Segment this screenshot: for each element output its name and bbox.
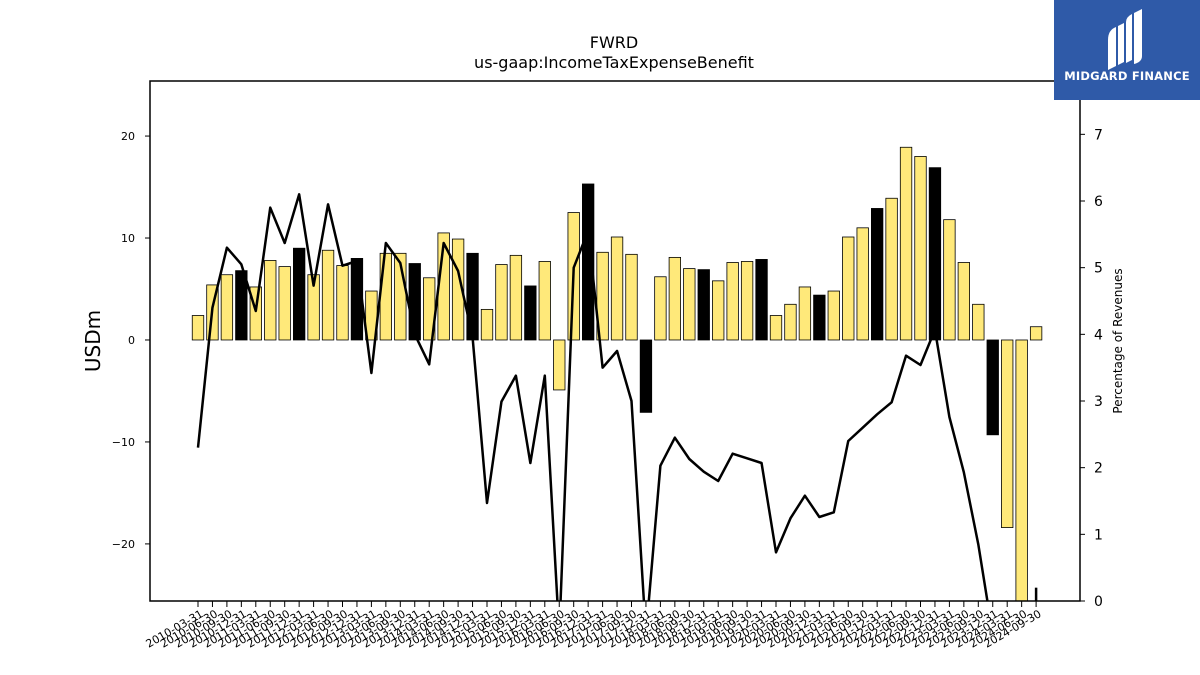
y2-axis-label: Percentage of Revenues	[1111, 268, 1125, 413]
y-tick-label: 0	[128, 334, 135, 347]
midgard-finance-logo: MIDGARD FINANCE	[1054, 0, 1200, 100]
bar	[249, 286, 262, 341]
bar	[928, 167, 942, 341]
bar	[697, 269, 710, 341]
bar	[278, 266, 291, 341]
bar	[639, 339, 653, 413]
bar	[856, 227, 869, 341]
bar	[842, 236, 855, 341]
bar	[1001, 339, 1014, 528]
line-path	[196, 193, 989, 601]
bar	[220, 274, 234, 341]
bar	[740, 261, 754, 341]
bar	[191, 315, 205, 341]
bar	[553, 339, 566, 391]
y2-tick-label: 2	[1094, 461, 1103, 477]
bar	[495, 264, 508, 341]
bar	[1015, 339, 1028, 601]
bar	[1029, 326, 1043, 341]
bar	[726, 262, 739, 341]
bar	[625, 253, 638, 341]
logo-text: MIDGARD FINANCE	[1064, 69, 1190, 83]
y-tick-label: −10	[112, 436, 135, 449]
line-series	[196, 193, 1038, 601]
y-tick-label: 20	[121, 130, 135, 143]
bar	[986, 339, 999, 436]
bar	[321, 249, 335, 341]
bar	[755, 259, 768, 341]
y2-tick-label: 0	[1094, 594, 1103, 610]
bar	[292, 247, 306, 341]
bar-series	[191, 146, 1043, 601]
bar	[451, 238, 465, 341]
bar	[307, 274, 320, 341]
bar	[943, 219, 956, 341]
bar	[827, 290, 840, 341]
y2-tick-label: 5	[1094, 261, 1103, 277]
bar	[654, 276, 667, 341]
y2-tick-label: 3	[1094, 394, 1103, 410]
bar	[972, 303, 985, 341]
bar	[235, 270, 248, 341]
bar	[480, 308, 494, 341]
bar	[914, 156, 927, 341]
bar	[509, 254, 523, 341]
plot-frame	[149, 80, 1081, 602]
bar	[683, 268, 696, 341]
bar	[610, 236, 624, 341]
y2-tick-label: 7	[1094, 127, 1103, 143]
bar	[264, 260, 277, 341]
bar	[582, 183, 595, 341]
y-tick-label: −20	[112, 538, 135, 551]
bar	[538, 261, 551, 341]
logo-mark-icon	[1108, 9, 1142, 70]
y2-tick-label: 4	[1094, 327, 1103, 343]
chart-subtitle: us-gaap:IncomeTaxExpenseBenefit	[474, 53, 754, 72]
bar	[957, 262, 970, 341]
bar	[524, 285, 537, 341]
bar	[379, 252, 393, 341]
bar	[668, 256, 681, 341]
bar	[798, 286, 812, 341]
y-axis-label: USDm	[81, 310, 105, 372]
bar	[813, 294, 826, 341]
bar	[885, 197, 898, 341]
bar	[466, 252, 479, 341]
chart-title: FWRD	[590, 33, 638, 52]
bar	[871, 208, 884, 341]
bar	[769, 315, 783, 341]
bar	[596, 251, 609, 341]
bar	[712, 280, 725, 341]
y2-tick-label: 6	[1094, 194, 1103, 210]
bar	[336, 265, 349, 341]
y-tick-label: 10	[121, 232, 135, 245]
bar	[784, 303, 797, 341]
y2-tick-label: 1	[1094, 527, 1103, 543]
bar	[899, 146, 913, 341]
